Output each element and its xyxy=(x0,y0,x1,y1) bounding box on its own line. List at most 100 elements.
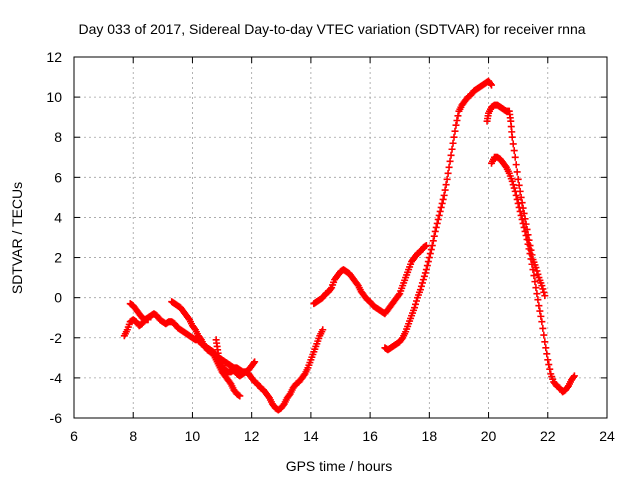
data-point-marker xyxy=(537,312,545,320)
data-point-marker xyxy=(427,246,435,254)
y-tick-label: 2 xyxy=(54,250,62,266)
data-point-marker xyxy=(144,316,152,324)
data-point-marker xyxy=(416,286,424,294)
series-arc-5 xyxy=(310,242,430,318)
data-point-marker xyxy=(431,227,439,235)
y-tick-label: -4 xyxy=(50,370,63,386)
data-point-marker xyxy=(487,80,495,88)
y-tick-label: 4 xyxy=(54,209,62,225)
data-point-marker xyxy=(508,177,516,185)
data-point-marker xyxy=(508,133,516,141)
data-point-marker xyxy=(438,199,446,207)
data-series xyxy=(120,77,578,414)
data-point-marker xyxy=(434,215,442,223)
data-point-marker xyxy=(395,291,403,299)
data-point-marker xyxy=(444,169,452,177)
data-point-marker xyxy=(515,203,523,211)
data-point-marker xyxy=(319,326,327,334)
data-point-marker xyxy=(518,215,526,223)
data-point-marker xyxy=(250,359,258,367)
grid-lines xyxy=(74,57,607,418)
data-point-marker xyxy=(512,191,520,199)
data-point-marker xyxy=(510,184,518,192)
data-point-marker xyxy=(443,175,451,183)
data-point-marker xyxy=(538,282,546,290)
series-arc-4 xyxy=(212,326,327,414)
data-point-marker xyxy=(511,187,519,195)
x-tick-label: 8 xyxy=(129,428,137,444)
data-point-marker xyxy=(236,392,244,400)
data-point-marker xyxy=(440,191,448,199)
data-point-marker xyxy=(420,272,428,280)
data-point-marker xyxy=(449,139,457,147)
data-point-marker xyxy=(533,290,541,298)
data-point-marker xyxy=(488,81,496,89)
y-tick-label: -2 xyxy=(50,330,63,346)
data-point-marker xyxy=(516,207,524,215)
data-point-marker xyxy=(447,151,455,159)
series-arc-8 xyxy=(488,153,578,396)
x-tick-label: 24 xyxy=(599,428,615,444)
data-point-marker xyxy=(529,266,537,274)
data-point-marker xyxy=(524,240,532,248)
data-point-marker xyxy=(437,203,445,211)
data-point-marker xyxy=(411,304,419,312)
x-tick-label: 16 xyxy=(362,428,378,444)
data-point-marker xyxy=(452,121,460,129)
data-point-marker xyxy=(539,324,547,332)
data-point-marker xyxy=(439,195,447,203)
data-point-marker xyxy=(426,250,434,258)
series-arc-7 xyxy=(483,101,549,300)
data-point-marker xyxy=(510,147,518,155)
data-point-marker xyxy=(543,350,551,358)
data-point-marker xyxy=(417,282,425,290)
data-point-marker xyxy=(539,285,547,293)
data-point-marker xyxy=(511,153,519,161)
data-point-marker xyxy=(442,181,450,189)
x-tick-label: 22 xyxy=(540,428,556,444)
x-tick-label: 18 xyxy=(422,428,438,444)
data-point-marker xyxy=(517,193,525,201)
data-point-marker xyxy=(428,242,436,250)
data-point-marker xyxy=(422,242,430,250)
data-point-marker xyxy=(521,227,529,235)
data-point-marker xyxy=(514,175,522,183)
data-point-marker xyxy=(525,245,533,253)
x-axis-label: GPS time / hours xyxy=(286,458,393,474)
data-point-marker xyxy=(522,231,530,239)
data-point-marker xyxy=(535,302,543,310)
data-point-marker xyxy=(453,117,461,125)
data-point-marker xyxy=(509,181,517,189)
data-point-marker xyxy=(530,272,538,280)
x-tick-label: 12 xyxy=(244,428,260,444)
chart-title: Day 033 of 2017, Sidereal Day-to-day VTE… xyxy=(78,21,585,37)
data-point-marker xyxy=(570,372,578,380)
x-tick-label: 6 xyxy=(70,428,78,444)
data-point-marker xyxy=(433,219,441,227)
data-point-marker xyxy=(441,186,449,194)
data-point-marker xyxy=(422,266,430,274)
data-point-marker xyxy=(430,232,438,240)
series-arc-3 xyxy=(168,298,244,400)
y-tick-label: -6 xyxy=(50,410,63,426)
data-point-marker xyxy=(425,254,433,262)
data-point-marker xyxy=(424,258,432,266)
series-arc-6 xyxy=(381,77,496,354)
data-point-marker xyxy=(541,292,549,300)
y-axis-label: SDTVAR / TECUs xyxy=(9,182,25,294)
data-point-marker xyxy=(515,181,523,189)
data-point-marker xyxy=(527,255,535,263)
data-point-marker xyxy=(519,219,527,227)
y-tick-label: 0 xyxy=(54,290,62,306)
data-point-marker xyxy=(533,267,541,275)
data-point-marker xyxy=(545,361,553,369)
data-point-marker xyxy=(544,356,552,364)
data-point-marker xyxy=(540,331,548,339)
x-tick-label: 20 xyxy=(481,428,497,444)
data-point-marker xyxy=(450,133,458,141)
data-point-marker xyxy=(531,278,539,286)
data-point-marker xyxy=(435,211,443,219)
data-point-marker xyxy=(541,338,549,346)
data-point-marker xyxy=(509,140,517,148)
